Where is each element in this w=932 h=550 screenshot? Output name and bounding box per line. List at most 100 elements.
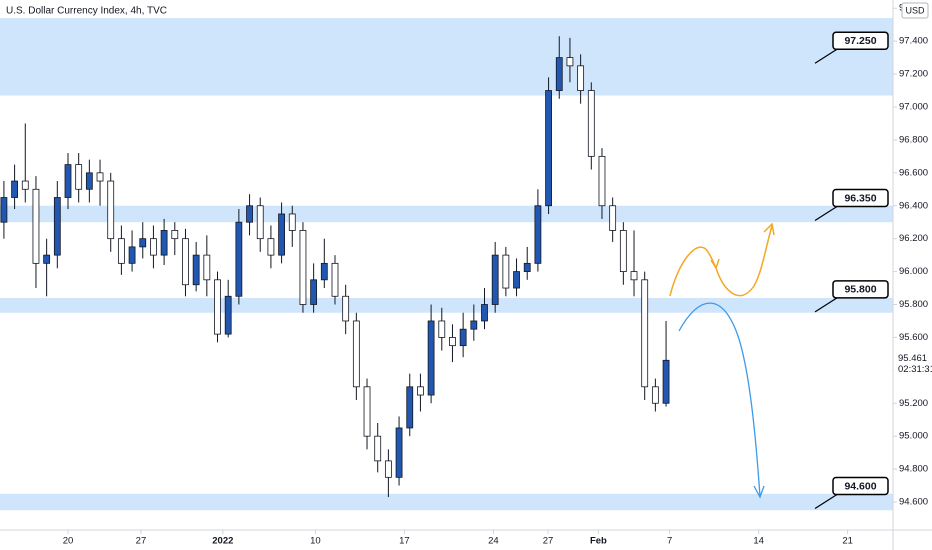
candle-body <box>459 328 467 347</box>
orange-arrowhead <box>763 222 775 236</box>
candle-body <box>587 90 595 157</box>
candle-body <box>545 90 552 207</box>
zone-label: 96.350 <box>844 192 876 204</box>
candle-body <box>117 238 125 264</box>
y-tick-label: 96.600 <box>899 167 928 178</box>
candle-body <box>11 180 18 198</box>
chart-title: U.S. Dollar Currency Index, 4h, TVC <box>6 6 167 17</box>
zones <box>0 18 893 511</box>
candle-body <box>449 337 456 347</box>
x-tick-label: 2022 <box>212 536 233 547</box>
candle-body <box>641 279 649 388</box>
label-box <box>832 476 889 496</box>
candle-body <box>352 320 360 388</box>
last-price-badge <box>894 350 932 375</box>
candle-body <box>331 262 339 297</box>
y-tick-label: 95.800 <box>899 299 928 310</box>
label-box <box>832 31 889 51</box>
zone-label: 95.800 <box>844 284 876 296</box>
candle-body <box>438 320 446 338</box>
label-pointer <box>814 494 838 510</box>
candle-body <box>160 230 168 256</box>
candle-body <box>555 57 563 91</box>
zone-labels: 97.250 96.350 95.800 94.600 <box>814 31 889 510</box>
candle-body <box>203 254 211 281</box>
label-pointer <box>814 297 838 313</box>
candle-body <box>214 279 221 335</box>
candle-body <box>320 262 328 281</box>
label-box <box>832 188 889 208</box>
candle-body <box>406 386 414 429</box>
x-tick-label: 10 <box>310 536 321 547</box>
candle-body <box>21 180 29 190</box>
label-pointer <box>814 205 838 221</box>
candle-body <box>662 359 670 404</box>
candle-body <box>299 230 307 305</box>
countdown-label: 02:31:31 <box>898 364 932 375</box>
candle-body <box>481 304 488 322</box>
blue-path <box>678 302 761 497</box>
candle-body <box>182 238 189 286</box>
x-tick-label: 27 <box>136 536 147 547</box>
candle-body <box>43 254 51 264</box>
y-tick-label: 97.200 <box>899 69 928 80</box>
x-tick-label: 21 <box>842 536 853 547</box>
candle-body <box>619 230 627 272</box>
candle-body <box>53 197 61 256</box>
candle-body <box>342 295 350 322</box>
candle-body <box>470 320 478 330</box>
y-tick-label: 97.000 <box>899 102 928 113</box>
zone <box>0 493 893 511</box>
candle-body <box>278 213 285 256</box>
candle-body <box>107 180 115 240</box>
y-tick-label: 96.200 <box>899 233 928 244</box>
candle-body <box>609 205 617 231</box>
orange-path <box>669 246 717 297</box>
y-tick-label: 94.600 <box>899 497 928 508</box>
currency-badge[interactable] <box>901 2 929 19</box>
candle-body <box>96 172 104 182</box>
candle-body <box>288 213 296 231</box>
last-price-label: 95.461 <box>898 353 927 364</box>
candle-body <box>256 205 264 240</box>
candle-body <box>374 435 382 462</box>
candle-body <box>139 238 147 248</box>
zone-label: 97.250 <box>844 35 876 47</box>
candle-body <box>32 188 40 264</box>
candle-body <box>417 386 424 396</box>
orange-path <box>715 225 773 297</box>
currency-label: USD <box>905 5 925 15</box>
candle-body <box>267 238 275 256</box>
zone-label: 94.600 <box>844 480 876 492</box>
y-tick-label: 95.600 <box>899 332 928 343</box>
candle-body <box>427 320 435 396</box>
zone <box>0 205 893 223</box>
candle-body <box>224 295 232 335</box>
candle-body <box>64 164 72 198</box>
candle-body <box>491 254 499 305</box>
candle-body <box>0 197 8 223</box>
candle-body <box>246 205 253 223</box>
candle-body <box>598 155 606 207</box>
candle-body <box>523 262 531 272</box>
x-tick-label: 20 <box>63 536 74 547</box>
zone <box>0 297 893 313</box>
candle-body <box>310 279 318 305</box>
candle-body <box>502 254 510 289</box>
candle-body <box>384 460 392 478</box>
candle-body <box>630 271 638 281</box>
candle-body <box>651 386 659 404</box>
blue-arrowhead <box>753 485 765 499</box>
candle-body <box>85 172 93 190</box>
candle-body <box>75 164 83 190</box>
label-pointer <box>814 48 838 64</box>
x-tick-label: 7 <box>667 536 672 547</box>
candle-body <box>566 57 574 67</box>
x-tick-label: 17 <box>399 536 410 547</box>
candle-body <box>395 427 403 478</box>
y-tick-label: 97.400 <box>899 36 928 47</box>
candle-body <box>534 205 542 264</box>
zone <box>0 18 893 96</box>
